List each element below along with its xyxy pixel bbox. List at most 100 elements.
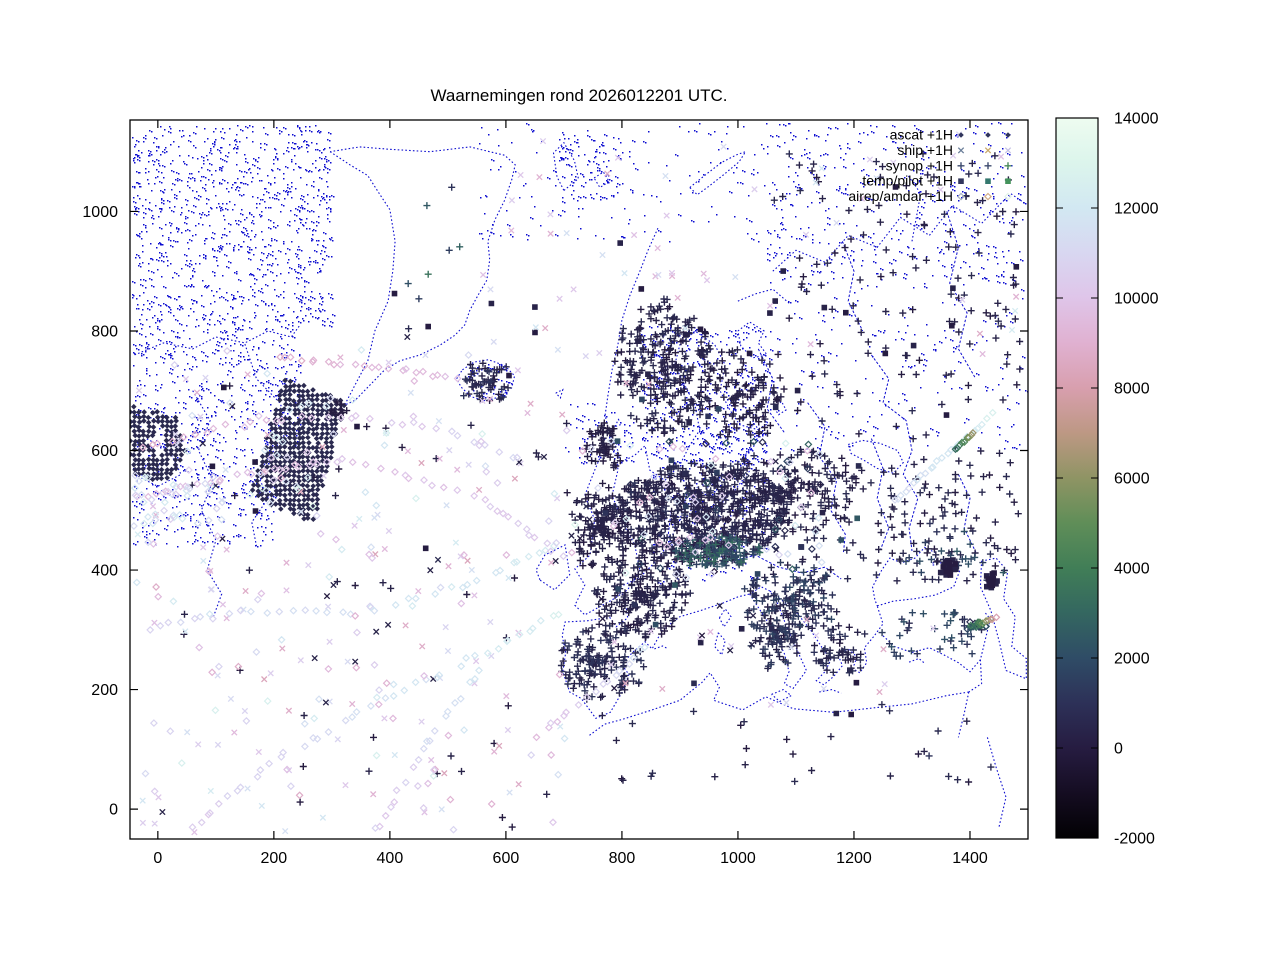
obs-points-cross	[434, 503, 590, 563]
coastline-novaya-zemlya	[689, 150, 747, 196]
colorbar-tick-label: -2000	[1114, 831, 1155, 848]
obs-points-plus	[424, 270, 432, 278]
x-tick-label: 0	[153, 850, 162, 867]
ascat-swath-layer	[130, 377, 347, 522]
obs-points-odiamond	[703, 437, 975, 632]
river-don	[870, 438, 890, 550]
obs-points-cross	[139, 165, 825, 821]
coast-speckles-layer	[132, 122, 1028, 585]
obs-points-fsquare	[682, 404, 862, 687]
x-tick-label: 200	[261, 850, 288, 867]
obs-points-cross	[134, 307, 1019, 795]
speckle-canada-south	[132, 452, 277, 548]
coastline-great-britain	[574, 442, 641, 616]
colorbar-tick-label: 8000	[1114, 381, 1150, 398]
obs-points-cross	[159, 333, 780, 816]
axes-layer: 0 200 400 600 800 1000 1200 1400 0 200 400 600 800 10…	[82, 119, 1029, 867]
colorbar-tick-label: 6000	[1114, 471, 1150, 488]
coastline-caspian	[979, 557, 1027, 680]
obs-points-odiamond	[130, 351, 913, 778]
colorbar-tick-label: 14000	[1114, 111, 1159, 128]
obs-points-odiamond	[204, 411, 806, 831]
y-tick-label: 800	[91, 323, 118, 340]
obs-points-odiamond	[964, 433, 973, 442]
coastline-onega	[773, 400, 787, 416]
map-layer	[130, 122, 1028, 836]
obs-points-odiamond	[956, 440, 986, 630]
legend-label-ascat-1H: ascat +1H	[890, 127, 953, 143]
legend-marker-plus	[1004, 162, 1012, 170]
legend-marker-fsquare	[1005, 178, 1011, 184]
legend-marker-plus	[957, 162, 965, 170]
y-tick-label: 200	[91, 682, 118, 699]
obs-points-odiamond	[150, 346, 726, 832]
river-rhine	[667, 510, 675, 552]
colorbar-tick-label: 12000	[1114, 201, 1159, 218]
obs-points-cross	[135, 137, 966, 827]
coastline-sicily	[771, 688, 793, 703]
coastline-nile	[957, 691, 970, 738]
legend-marker-cross	[957, 147, 965, 154]
legend-marker-fdiamond	[985, 132, 991, 138]
legend-label-airep-amdar-1H: airep/amdar +1H	[848, 188, 953, 204]
obs-points-odiamond	[986, 615, 995, 624]
legend-marker-cross	[1004, 147, 1012, 154]
river-dnieper	[807, 402, 846, 553]
obs-points-odiamond	[626, 471, 984, 628]
coastline-svalbard	[552, 141, 580, 191]
obs-points-plus	[415, 246, 991, 669]
river-volga	[870, 354, 919, 551]
obs-points-cross	[219, 403, 706, 692]
coastline-canada-3	[134, 438, 182, 488]
ascat-swath-left	[130, 403, 188, 483]
river-pechora	[841, 241, 864, 332]
obs-points-odiamond	[953, 444, 962, 453]
observations-layer	[130, 131, 1024, 836]
coastline-arctic-russia	[772, 192, 1027, 272]
river-ural-river	[957, 474, 977, 553]
legend-marker-fsquare	[958, 178, 964, 184]
colorbar-tick-label: 2000	[1114, 651, 1150, 668]
coastline-cyprus	[908, 657, 926, 664]
obs-points-odiamond	[139, 345, 986, 723]
coastline-white-sea	[737, 321, 768, 359]
y-tick-label: 1000	[82, 204, 118, 221]
coastline-shetland	[614, 418, 623, 428]
speckle-scottish-isles	[565, 403, 635, 465]
coastline-israel-coast	[968, 659, 983, 693]
obs-points-cross	[172, 131, 963, 748]
obs-points-odiamond	[992, 613, 1001, 622]
coastline-volga-lakes	[847, 439, 904, 474]
x-tick-label: 600	[493, 850, 520, 867]
coastline-balearics	[654, 645, 669, 650]
legend-label-synop-1H: synop +1H	[886, 157, 953, 173]
y-tick-label: 600	[91, 443, 118, 460]
coastline-scandinavia-baltic	[604, 227, 761, 501]
x-tick-label: 800	[609, 850, 636, 867]
obs-points-odiamond	[639, 439, 710, 547]
x-tick-label: 1200	[836, 850, 872, 867]
speckle-canada-north	[132, 125, 336, 328]
colorbar: -2000 0 2000 4000 6000 8000 10000 12000 14000	[1055, 111, 1159, 848]
obs-points-odiamond	[968, 428, 993, 625]
coastline-sardinia	[718, 607, 732, 628]
colorbar-tick-label: 10000	[1114, 291, 1159, 308]
legend-marker-fdiamond	[1005, 132, 1011, 138]
x-tick-label: 400	[377, 850, 404, 867]
legend-marker-odiamond	[1004, 192, 1012, 201]
obs-points-odiamond	[135, 399, 930, 779]
coastline-ireland	[535, 544, 571, 591]
obs-points-odiamond	[140, 408, 997, 780]
legend-marker-fsquare	[985, 178, 991, 184]
coastline-north-africa	[587, 671, 969, 737]
legend-marker-plus	[984, 162, 992, 170]
speckle-arctic-mid	[479, 123, 768, 243]
y-tick-label: 400	[91, 563, 118, 580]
coastline-canada-2	[244, 343, 291, 547]
obs-points-odiamond	[148, 353, 306, 800]
coastline-balkan-greece	[769, 590, 884, 686]
obs-points-plus	[404, 280, 979, 651]
legend-label-ship-1H: ship +1H	[897, 142, 953, 158]
